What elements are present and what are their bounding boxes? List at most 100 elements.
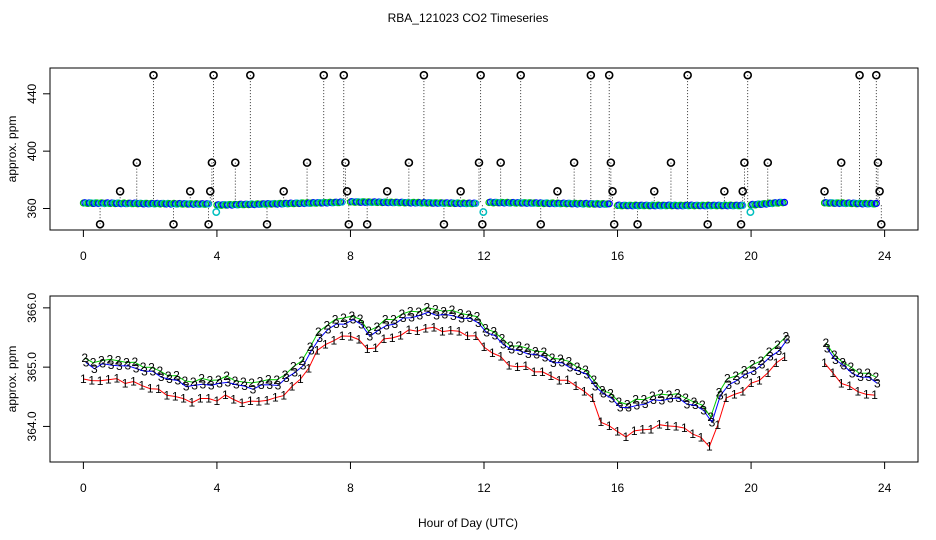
- bottom-data-point-2: 2: [549, 351, 556, 365]
- bottom-data-point-1: 1: [714, 418, 721, 432]
- bottom-data-point-3: 3: [717, 388, 724, 402]
- bottom-data-point-3: 3: [592, 379, 599, 393]
- bottom-data-point-3: 3: [575, 364, 582, 378]
- bottom-data-point-3: 3: [634, 398, 641, 412]
- bottom-data-point-1: 1: [572, 379, 579, 393]
- bottom-data-point-3: 3: [183, 380, 190, 394]
- bottom-data-point-3: 3: [250, 382, 257, 396]
- bottom-data-point-1: 1: [397, 329, 404, 343]
- bottom-data-point-3: 3: [316, 331, 323, 345]
- bottom-data-point-1: 1: [439, 325, 446, 339]
- bottom-data-point-1: 1: [130, 375, 137, 389]
- top-outlier-point: [649, 186, 659, 196]
- top-cyan-point: [479, 208, 488, 217]
- bottom-data-point-1: 1: [830, 366, 837, 380]
- bottom-data-point-3: 3: [425, 305, 432, 319]
- top-y-tick-label: 360: [25, 198, 39, 218]
- top-outlier-point: [339, 70, 349, 80]
- bottom-data-point-1: 1: [623, 430, 630, 444]
- top-outlier-point: [720, 186, 729, 196]
- top-outlier-point: [703, 219, 712, 229]
- top-outlier-point: [875, 186, 884, 196]
- bottom-data-point-3: 3: [625, 401, 632, 415]
- bottom-data-point-2: 2: [173, 369, 180, 383]
- bottom-data-point-1: 1: [147, 382, 154, 396]
- top-outlier-point: [205, 186, 215, 196]
- top-cyan-point: [212, 208, 221, 217]
- top-outlier-point: [606, 158, 616, 167]
- bottom-data-point-1: 1: [230, 393, 237, 407]
- bottom-data-point-3: 3: [567, 361, 574, 375]
- bottom-data-point-2: 2: [515, 339, 522, 353]
- top-outlier-point: [871, 70, 881, 80]
- bottom-data-point-2: 2: [240, 375, 247, 389]
- figure-title: RBA_121023 CO2 Timeseries: [388, 11, 549, 25]
- bottom-data-point-2: 2: [557, 352, 564, 366]
- bottom-data-point-2: 2: [864, 366, 871, 380]
- bottom-data-point-2: 2: [273, 373, 280, 387]
- bottom-data-point-2: 2: [499, 331, 506, 345]
- bottom-data-point-2: 2: [716, 385, 723, 399]
- bottom-data-point-2: 2: [707, 410, 714, 424]
- bottom-data-point-2: 2: [90, 356, 97, 370]
- bottom-data-point-3: 3: [517, 344, 524, 358]
- bottom-data-point-2: 2: [298, 354, 305, 368]
- top-outlier-point: [738, 186, 748, 196]
- bottom-data-point-1: 1: [305, 361, 312, 375]
- bottom-data-point-3: 3: [508, 343, 515, 357]
- bottom-data-point-1: 1: [347, 329, 354, 343]
- bottom-data-point-1: 1: [606, 419, 613, 433]
- bottom-data-point-1: 1: [681, 421, 688, 435]
- bottom-data-point-1: 1: [113, 372, 120, 386]
- bottom-data-point-2: 2: [607, 386, 614, 400]
- bottom-data-point-2: 2: [540, 345, 547, 359]
- bottom-data-point-1: 1: [614, 425, 621, 439]
- bottom-data-point-1: 1: [122, 377, 129, 391]
- bottom-data-point-3: 3: [108, 358, 115, 372]
- bottom-data-point-1: 1: [372, 341, 379, 355]
- top-outlier-point: [609, 219, 619, 229]
- bottom-y-tick-label: 365.0: [25, 352, 39, 382]
- bottom-data-point-1: 1: [339, 329, 346, 343]
- bottom-data-point-3: 3: [525, 347, 532, 361]
- bottom-data-point-3: 3: [116, 359, 123, 373]
- bottom-data-point-1: 1: [581, 384, 588, 398]
- bottom-data-point-1: 1: [239, 396, 246, 410]
- bottom-data-point-1: 1: [698, 430, 705, 444]
- bottom-data-point-3: 3: [99, 357, 106, 371]
- bottom-data-point-1: 1: [739, 385, 746, 399]
- top-outlier-point: [302, 158, 312, 167]
- top-outlier-point: [207, 158, 217, 167]
- bottom-data-point-1: 1: [773, 356, 780, 370]
- bottom-data-point-2: 2: [457, 306, 464, 320]
- bottom-y-tick-label: 366.0: [25, 293, 39, 323]
- bottom-series-line-3: [85, 311, 878, 424]
- bottom-data-point-3: 3: [325, 322, 332, 336]
- bottom-x-tick-label: 0: [80, 481, 87, 495]
- bottom-data-point-2: 2: [399, 307, 406, 321]
- top-outlier-point: [230, 158, 240, 167]
- top-outlier-point: [873, 158, 883, 167]
- bottom-data-point-3: 3: [149, 364, 156, 378]
- bottom-data-point-3: 3: [750, 364, 757, 378]
- bottom-data-point-2: 2: [782, 330, 789, 344]
- bottom-data-point-2: 2: [148, 360, 155, 374]
- top-x-tick-label: 16: [611, 249, 625, 263]
- bottom-data-point-2: 2: [741, 364, 748, 378]
- bottom-data-point-3: 3: [759, 358, 766, 372]
- bottom-data-point-3: 3: [83, 356, 90, 370]
- bottom-data-point-3: 3: [158, 370, 165, 384]
- bottom-data-point-3: 3: [433, 309, 440, 323]
- bottom-data-point-1: 1: [748, 376, 755, 390]
- bottom-data-point-2: 2: [590, 373, 597, 387]
- bottom-data-point-1: 1: [214, 394, 221, 408]
- bottom-data-point-1: 1: [97, 374, 104, 388]
- bottom-data-point-3: 3: [533, 347, 540, 361]
- bottom-data-point-1: 1: [871, 388, 878, 402]
- bottom-data-point-2: 2: [766, 345, 773, 359]
- bottom-data-point-1: 1: [648, 422, 655, 436]
- bottom-data-point-1: 1: [531, 365, 538, 379]
- bottom-data-point-1: 1: [556, 373, 563, 387]
- top-y-tick-label: 400: [25, 141, 39, 161]
